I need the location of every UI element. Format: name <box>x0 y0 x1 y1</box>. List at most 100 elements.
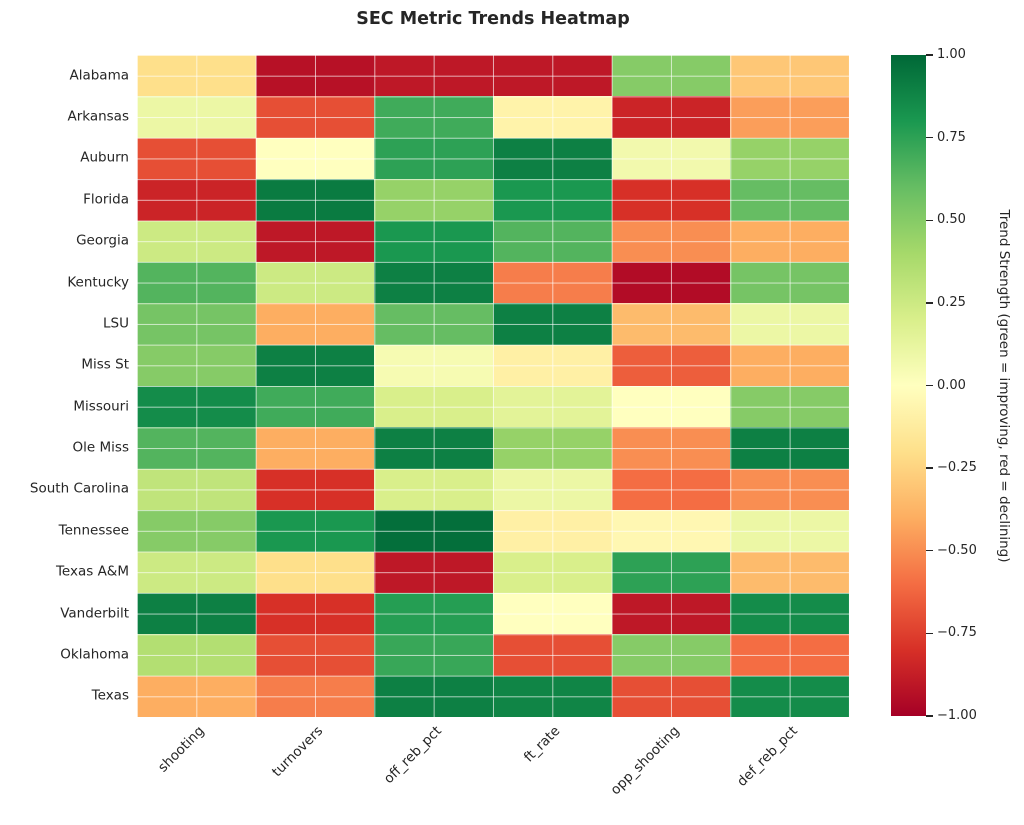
heatmap-cell <box>255 55 375 97</box>
colorbar-axis-label: Trend Strength (green = improving, red =… <box>996 209 1012 563</box>
heatmap-cell <box>137 220 256 262</box>
heatmap-cell <box>493 261 612 304</box>
colorbar-tick-label: −0.25 <box>937 460 977 476</box>
y-tick-label: Tennessee <box>58 522 129 539</box>
heatmap-cell <box>137 427 256 469</box>
heatmap-cell <box>374 179 493 221</box>
heatmap-cell <box>374 468 493 511</box>
heatmap-cell <box>611 220 731 262</box>
colorbar-tick-mark <box>926 136 933 139</box>
y-tick-label: Florida <box>83 191 129 208</box>
heatmap-cell <box>255 427 375 469</box>
heatmap-cell <box>255 179 375 221</box>
heatmap-cell <box>374 344 493 386</box>
heatmap-cell <box>493 303 612 345</box>
y-tick-label: Missouri <box>73 398 129 415</box>
colorbar-tick-label: 0.75 <box>937 129 966 145</box>
heatmap-cell <box>493 344 612 386</box>
heatmap-cell <box>137 344 256 386</box>
colorbar-tick-mark <box>926 550 933 552</box>
heatmap-cell <box>730 55 849 97</box>
heatmap-cell <box>255 137 375 180</box>
x-tick-label: shooting <box>155 723 208 776</box>
heatmap-cell <box>374 592 493 635</box>
heatmap-cell <box>611 510 731 552</box>
y-tick-label: Texas A&M <box>55 563 129 580</box>
heatmap-cell <box>137 634 256 676</box>
heatmap-cell <box>730 137 849 180</box>
heatmap-cell <box>611 96 731 138</box>
heatmap-cell <box>374 55 493 97</box>
heatmap-cell <box>493 220 612 262</box>
heatmap-cell <box>255 634 375 676</box>
heatmap-cell <box>611 137 731 180</box>
colorbar-tick-mark <box>926 384 933 387</box>
colorbar-tick-mark <box>926 467 933 469</box>
y-tick-label: Vanderbilt <box>60 605 129 622</box>
colorbar-tick-label: −1.00 <box>937 708 977 724</box>
heatmap-cell <box>730 675 849 717</box>
heatmap-cell <box>374 386 493 428</box>
heatmap-cell <box>611 592 731 635</box>
colorbar-tick-label: −0.50 <box>937 542 977 558</box>
heatmap-cell <box>611 179 731 221</box>
heatmap-cell <box>611 386 731 428</box>
y-tick-label: Texas <box>91 687 129 704</box>
heatmap-plot-area <box>137 55 849 717</box>
heatmap-cell <box>374 427 493 469</box>
heatmap-cell <box>137 137 256 180</box>
colorbar-tick-label: 0.50 <box>937 212 966 228</box>
heatmap-cell <box>374 551 493 593</box>
heatmap-cell <box>137 55 256 97</box>
heatmap-cell <box>730 386 849 428</box>
heatmap-cell <box>493 179 612 221</box>
heatmap-cell <box>730 220 849 262</box>
y-tick-label: LSU <box>103 315 129 332</box>
heatmap-cell <box>493 386 612 428</box>
heatmap-cell <box>137 675 256 717</box>
heatmap-cell <box>493 592 612 635</box>
heatmap-cell <box>730 179 849 221</box>
heatmap-cell <box>137 510 256 552</box>
heatmap-cell <box>493 551 612 593</box>
colorbar-tick-label: 1.00 <box>937 47 966 63</box>
colorbar <box>891 55 926 716</box>
colorbar-tick-label: 0.00 <box>937 377 966 393</box>
heatmap-cell <box>137 261 256 304</box>
heatmap-cell <box>611 675 731 717</box>
heatmap-cell <box>730 96 849 138</box>
heatmap-cell <box>611 427 731 469</box>
heatmap-cell <box>255 344 375 386</box>
heatmap-cell <box>137 303 256 345</box>
heatmap-cell <box>730 303 849 345</box>
colorbar-tick-mark <box>926 632 933 635</box>
heatmap-cell <box>374 261 493 304</box>
heatmap-cell <box>255 468 375 511</box>
heatmap-cell <box>374 137 493 180</box>
heatmap-cell <box>255 675 375 717</box>
heatmap-cell <box>374 675 493 717</box>
heatmap-cell <box>730 510 849 552</box>
colorbar-tick-label: −0.75 <box>937 625 977 641</box>
heatmap-cell <box>137 96 256 138</box>
heatmap-cell <box>374 510 493 552</box>
colorbar-tick-mark <box>926 715 933 717</box>
heatmap-cell <box>374 96 493 138</box>
heatmap-cell <box>493 468 612 511</box>
heatmap-cell <box>255 220 375 262</box>
heatmap-cell <box>730 261 849 304</box>
heatmap-cell <box>493 634 612 676</box>
heatmap-cell <box>255 261 375 304</box>
heatmap-cell <box>730 468 849 511</box>
heatmap-cell <box>255 510 375 552</box>
colorbar-tick-label: 0.25 <box>937 295 966 311</box>
heatmap-cell <box>493 427 612 469</box>
y-tick-label: Alabama <box>69 67 129 84</box>
heatmap-cell <box>493 96 612 138</box>
heatmap-cell <box>730 592 849 635</box>
heatmap-cell <box>255 592 375 635</box>
heatmap-cell <box>374 220 493 262</box>
y-tick-label: Kentucky <box>67 274 129 291</box>
x-tick-label: turnovers <box>269 723 327 781</box>
